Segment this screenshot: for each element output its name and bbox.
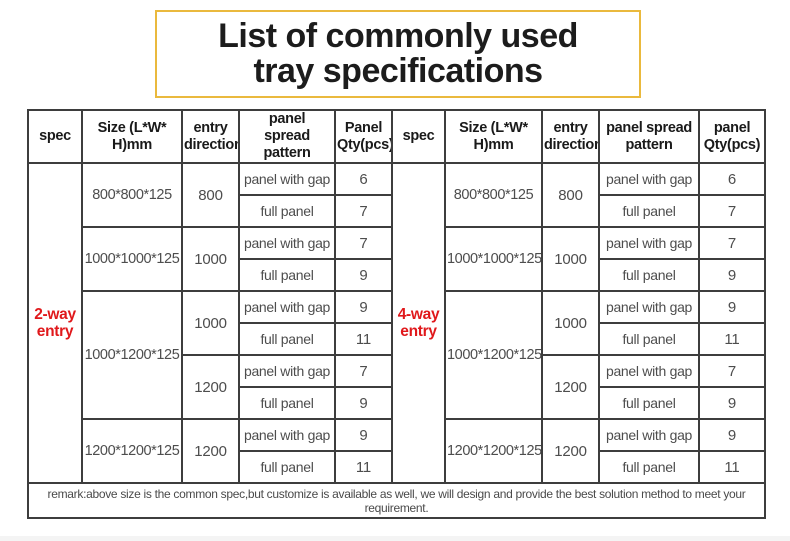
- table-row: full panel 7 full panel 7: [28, 194, 766, 229]
- pattern-cell: full panel: [238, 386, 336, 421]
- pattern-cell: panel with gap: [598, 290, 700, 325]
- entry-direction-cell: 1000: [541, 226, 600, 293]
- title-box: List of commonly used tray specification…: [155, 10, 641, 98]
- table-row: 1000*1000*125 1000 panel with gap 7 1000…: [28, 226, 766, 293]
- qty-cell: 9: [698, 258, 766, 293]
- qty-cell: 9: [698, 386, 766, 421]
- entry-direction-cell: 800: [181, 162, 240, 229]
- pattern-cell: full panel: [598, 194, 700, 229]
- pattern-cell: panel with gap: [238, 354, 336, 389]
- pattern-cell: full panel: [238, 194, 336, 229]
- pattern-cell: panel with gap: [598, 226, 700, 261]
- qty-cell: 7: [698, 194, 766, 229]
- size-cell: 1000*1200*125: [444, 290, 543, 421]
- pattern-cell: panel with gap: [598, 354, 700, 389]
- qty-cell: 7: [698, 226, 766, 261]
- size-cell: 1200*1200*125: [444, 418, 543, 485]
- table-row: 1200 panel with gap 7 1200 panel with ga…: [28, 354, 766, 421]
- pattern-cell: panel with gap: [598, 418, 700, 453]
- header-entry-left: entry direction: [181, 108, 240, 165]
- qty-cell: 9: [698, 418, 766, 453]
- pattern-cell: full panel: [598, 258, 700, 293]
- size-cell: 800*800*125: [444, 162, 543, 229]
- entry-direction-cell: 800: [541, 162, 600, 229]
- header-qty-right: panel Qty(pcs): [698, 108, 766, 165]
- qty-cell: 7: [334, 226, 393, 261]
- pattern-cell: full panel: [598, 450, 700, 485]
- pattern-cell: full panel: [598, 386, 700, 421]
- qty-cell: 6: [698, 162, 766, 197]
- header-spec-left: spec: [27, 108, 83, 165]
- table-row: 2-way entry 800*800*125 800 panel with g…: [27, 162, 766, 485]
- pattern-cell: panel with gap: [238, 418, 336, 453]
- pattern-cell: full panel: [238, 322, 336, 357]
- pattern-cell: panel with gap: [598, 162, 700, 197]
- entry-direction-cell: 1000: [181, 226, 240, 293]
- pattern-cell: full panel: [238, 258, 336, 293]
- table-row: 1000*1200*125 1000 panel with gap 9 1000…: [28, 290, 766, 421]
- table-row: full panel 9 full panel 9: [28, 386, 766, 421]
- qty-cell: 9: [334, 290, 393, 325]
- size-cell: 1000*1200*125: [81, 290, 183, 421]
- header-size-left: Size (L*W* H)mm: [81, 108, 183, 165]
- qty-cell: 7: [334, 354, 393, 389]
- remark-row: remark:above size is the common spec,but…: [27, 482, 766, 520]
- qty-cell: 11: [698, 450, 766, 485]
- spec-cell-2way-entry: 2-way entry: [27, 162, 83, 485]
- entry-direction-cell: 1000: [181, 290, 240, 357]
- qty-cell: 11: [698, 322, 766, 357]
- entry-direction-cell: 1200: [181, 354, 240, 421]
- entry-direction-cell: 1200: [181, 418, 240, 485]
- bottom-strip: [0, 536, 790, 541]
- size-cell: 800*800*125: [81, 162, 183, 229]
- table-row: 1200*1200*125 1200 panel with gap 9 1200…: [28, 418, 766, 485]
- pattern-cell: panel with gap: [238, 162, 336, 197]
- pattern-cell: full panel: [598, 322, 700, 357]
- qty-cell: 9: [334, 258, 393, 293]
- remark-text: remark:above size is the common spec,but…: [27, 482, 766, 520]
- header-entry-right: entry direction: [541, 108, 600, 165]
- qty-cell: 9: [698, 290, 766, 325]
- table-row: full panel 11 full panel 11: [28, 322, 766, 357]
- qty-cell: 6: [334, 162, 393, 197]
- entry-direction-cell: 1200: [541, 354, 600, 421]
- table-row: full panel 11 full panel 11: [28, 450, 766, 485]
- qty-cell: 9: [334, 386, 393, 421]
- size-cell: 1000*1000*125: [444, 226, 543, 293]
- header-pattern-left: panel spread pattern: [238, 108, 336, 165]
- entry-direction-cell: 1200: [541, 418, 600, 485]
- header-pattern-right: panel spread pattern: [598, 108, 700, 165]
- pattern-cell: panel with gap: [238, 226, 336, 261]
- header-size-right: Size (L*W* H)mm: [444, 108, 543, 165]
- header-spec-right: spec: [391, 108, 446, 165]
- size-cell: 1000*1000*125: [81, 226, 183, 293]
- size-cell: 1200*1200*125: [81, 418, 183, 485]
- pattern-cell: panel with gap: [238, 290, 336, 325]
- page-title: List of commonly used tray specification…: [218, 17, 578, 90]
- table-row: full panel 9 full panel 9: [28, 258, 766, 293]
- entry-direction-cell: 1000: [541, 290, 600, 357]
- table-header-row: spec Size (L*W* H)mm entry direction pan…: [27, 108, 766, 165]
- qty-cell: 11: [334, 450, 393, 485]
- header-qty-left: Panel Qty(pcs): [334, 108, 393, 165]
- spec-cell-4way-entry: 4-way entry: [391, 162, 446, 485]
- qty-cell: 9: [334, 418, 393, 453]
- qty-cell: 11: [334, 322, 393, 357]
- pattern-cell: full panel: [238, 450, 336, 485]
- qty-cell: 7: [334, 194, 393, 229]
- qty-cell: 7: [698, 354, 766, 389]
- tray-spec-table: spec Size (L*W* H)mm entry direction pan…: [27, 108, 766, 520]
